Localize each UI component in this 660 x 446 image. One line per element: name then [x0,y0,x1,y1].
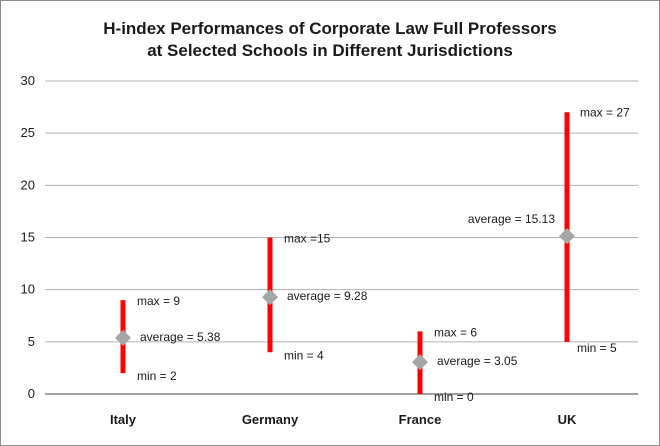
y-tick-label-20: 20 [21,177,35,192]
average-marker-uk [559,228,575,245]
y-tick-label-30: 30 [21,73,35,88]
average-marker-germany [262,289,278,306]
average-marker-italy [115,329,131,346]
category-label-italy: Italy [110,412,137,427]
category-label-germany: Germany [242,412,299,427]
average-label-uk: average = 15.13 [468,212,555,226]
min-label-uk: min = 5 [577,341,617,355]
y-tick-label-15: 15 [21,230,35,245]
y-axis-ticks: 0 5 10 15 20 25 30 [21,73,35,401]
average-marker-france [412,354,428,371]
max-label-germany: max =15 [284,232,331,246]
min-label-italy: min = 2 [137,369,177,383]
average-label-france: average = 3.05 [437,354,518,368]
y-tick-label-5: 5 [28,334,35,349]
chart-title-line-2: at Selected Schools in Different Jurisdi… [147,41,513,60]
max-label-uk: max = 27 [580,105,630,119]
min-label-france: min = 0 [434,390,474,404]
category-label-france: France [399,412,442,427]
plot-marks: Italy max = 9 average = 5.38 min = 2 Germany… [110,105,630,427]
average-label-germany: average = 9.28 [287,289,368,303]
y-tick-label-0: 0 [28,386,35,401]
max-label-italy: max = 9 [137,294,180,308]
chart-title-line-1: H-index Performances of Corporate Law Fu… [103,19,556,38]
average-label-italy: average = 5.38 [140,330,221,344]
grid-lines [45,80,638,395]
y-tick-label-25: 25 [21,125,35,140]
max-label-france: max = 6 [434,325,477,339]
category-label-uk: UK [558,412,577,427]
y-tick-label-10: 10 [21,282,35,297]
min-label-germany: min = 4 [284,348,324,362]
